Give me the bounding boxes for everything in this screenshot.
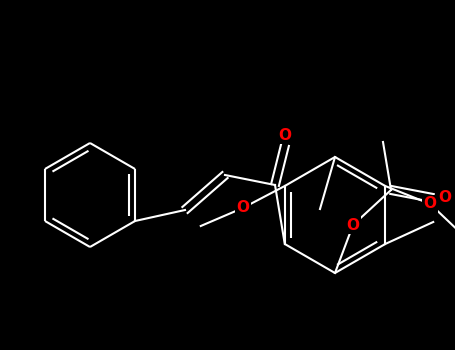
- Text: O: O: [278, 127, 292, 142]
- Text: O: O: [424, 196, 437, 211]
- Text: O: O: [439, 190, 451, 205]
- Text: O: O: [347, 217, 359, 232]
- Text: O: O: [236, 201, 249, 216]
